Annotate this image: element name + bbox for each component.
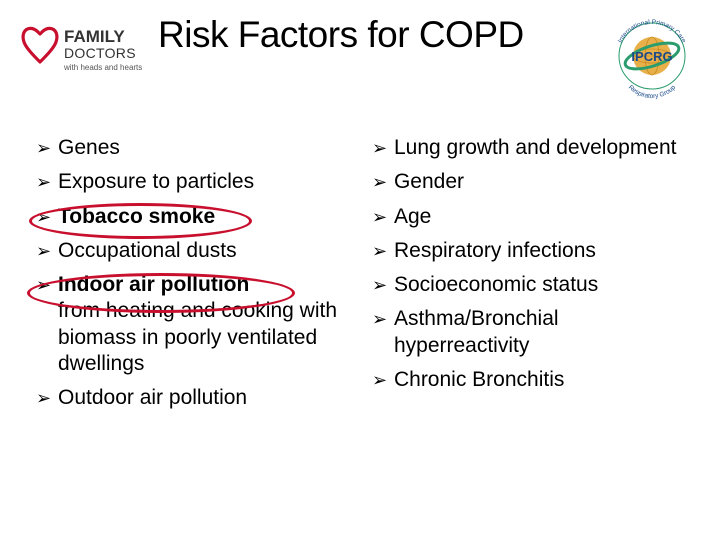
list-item-text: Asthma/Bronchial hyperreactivity <box>394 306 690 359</box>
list-item-text: Respiratory infections <box>394 238 596 264</box>
bullet-icon: ➢ <box>372 272 394 297</box>
bullet-icon: ➢ <box>372 135 394 160</box>
bullet-icon: ➢ <box>372 204 394 229</box>
header: FAMILY DOCTORS with heads and hearts Ris… <box>0 0 720 90</box>
bullet-icon: ➢ <box>36 272 58 297</box>
list-item-text: Chronic Bronchitis <box>394 367 564 393</box>
ipcrg-logo: International Primary Care Respiratory G… <box>604 10 700 100</box>
left-column: ➢Genes➢Exposure to particles➢Tobacco smo… <box>36 135 358 419</box>
list-item: ➢Genes <box>36 135 358 161</box>
list-item-text: Tobacco smoke <box>58 204 215 230</box>
bullet-icon: ➢ <box>36 238 58 263</box>
list-item: ➢Indoor air pollution <box>36 272 358 298</box>
list-item-text: Indoor air pollution <box>58 272 249 298</box>
logo-right-arc-bottom: Respiratory Group <box>627 84 677 100</box>
list-item: ➢Tobacco smoke <box>36 204 358 230</box>
list-item: ➢Outdoor air pollution <box>36 385 358 411</box>
logo-left-main: FAMILY <box>64 27 125 46</box>
list-item: ➢Gender <box>372 169 690 195</box>
right-column: ➢Lung growth and development➢Gender➢Age➢… <box>368 135 690 419</box>
bullet-icon: ➢ <box>372 238 394 263</box>
bullet-icon: ➢ <box>372 367 394 392</box>
list-item: ➢Socioeconomic status <box>372 272 690 298</box>
svg-text:Respiratory Group: Respiratory Group <box>627 84 677 100</box>
logo-left-tagline: with heads and hearts <box>63 63 142 72</box>
bullet-icon: ➢ <box>36 385 58 410</box>
logo-left-sub: DOCTORS <box>64 45 136 61</box>
bullet-icon: ➢ <box>36 169 58 194</box>
list-item: ➢Occupational dusts <box>36 238 358 264</box>
logo-right-text: IPCRG <box>631 49 672 64</box>
list-item: ➢Chronic Bronchitis <box>372 367 690 393</box>
list-item-text: Exposure to particles <box>58 169 254 195</box>
family-doctors-logo: FAMILY DOCTORS with heads and hearts <box>20 10 150 84</box>
list-item: ➢Lung growth and development <box>372 135 690 161</box>
list-item-text: Age <box>394 204 431 230</box>
list-item: ➢Age <box>372 204 690 230</box>
list-item: ➢Respiratory infections <box>372 238 690 264</box>
bullet-icon: ➢ <box>36 204 58 229</box>
bullet-icon: ➢ <box>36 135 58 160</box>
list-item-text: Socioeconomic status <box>394 272 598 298</box>
heart-icon <box>23 28 57 62</box>
list-item-text: Occupational dusts <box>58 238 237 264</box>
list-item-text: Gender <box>394 169 464 195</box>
list-item-text: Lung growth and development <box>394 135 677 161</box>
content: ➢Genes➢Exposure to particles➢Tobacco smo… <box>0 90 720 419</box>
bullet-icon: ➢ <box>372 306 394 331</box>
page-title: Risk Factors for COPD <box>150 10 604 56</box>
list-item-text: Outdoor air pollution <box>58 385 247 411</box>
bullet-icon: ➢ <box>372 169 394 194</box>
list-item: ➢Asthma/Bronchial hyperreactivity <box>372 306 690 359</box>
list-item-text: Genes <box>58 135 120 161</box>
list-item-subtext: from heating and cooking with biomass in… <box>58 298 358 377</box>
list-item: ➢Exposure to particles <box>36 169 358 195</box>
